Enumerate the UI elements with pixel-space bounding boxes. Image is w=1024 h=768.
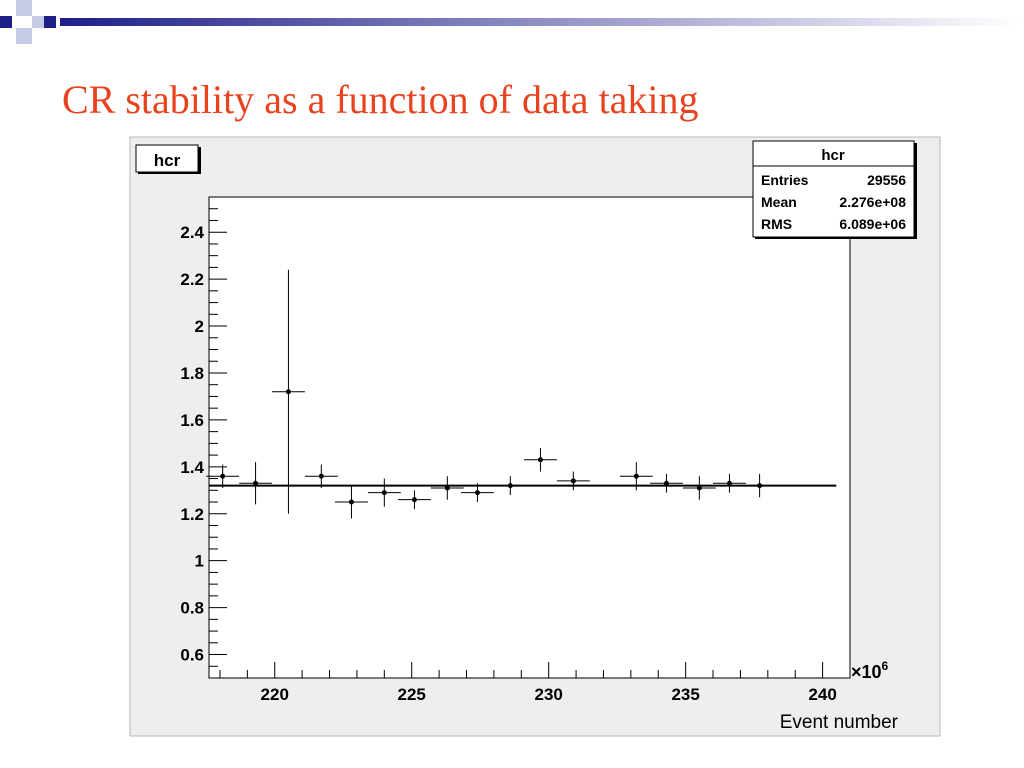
data-marker: [633, 473, 639, 479]
stats-box-shadow: [914, 143, 917, 239]
data-marker: [570, 478, 576, 484]
x-tick-label: 225: [398, 685, 426, 704]
data-marker: [381, 490, 387, 496]
data-marker: [537, 457, 543, 463]
x-tick-label: 235: [671, 685, 699, 704]
chart-title: hcr: [154, 151, 181, 170]
x-tick-label: 220: [261, 685, 289, 704]
data-point: [272, 269, 305, 514]
data-marker: [444, 485, 450, 491]
data-point: [239, 462, 273, 505]
stats-label-rms: RMS: [761, 216, 792, 232]
data-point: [682, 476, 716, 500]
stats-label-mean: Mean: [761, 194, 797, 210]
data-marker: [507, 483, 513, 489]
slide-title: CR stability as a function of data takin…: [62, 77, 699, 122]
y-tick-label: 1.8: [180, 364, 204, 383]
data-point: [556, 471, 590, 491]
data-marker: [696, 485, 702, 491]
x-axis-label: Event number: [780, 712, 899, 733]
deco-square-light: [16, 28, 32, 44]
x-tick-label: 230: [534, 685, 562, 704]
x-multiplier-exponent: 6: [882, 659, 889, 673]
data-point: [743, 473, 777, 498]
deco-square-light: [32, 16, 44, 28]
data-point: [619, 462, 653, 491]
data-point: [650, 473, 683, 493]
data-marker: [253, 480, 259, 486]
y-tick-label: 1.6: [180, 411, 204, 430]
data-point: [398, 490, 431, 510]
x-tick-label: 240: [808, 685, 836, 704]
stats-value-rms: 6.089e+06: [839, 216, 906, 232]
stats-title: hcr: [821, 147, 845, 164]
data-point: [461, 483, 494, 503]
data-markers: [206, 269, 777, 519]
stats-value-mean: 2.276e+08: [839, 194, 906, 210]
data-marker: [474, 490, 480, 496]
deco-square-dark: [44, 16, 56, 28]
data-point: [713, 473, 746, 493]
y-axis: 0.6 0.8 1 1.2 1.4 1.6 1.8 2 2.2 2.4: [180, 196, 227, 679]
y-tick-label: 2.4: [180, 223, 204, 242]
y-tick-label: 2: [195, 317, 204, 336]
data-marker: [726, 480, 732, 486]
histogram-title-box: hcr: [135, 144, 201, 174]
stats-label-entries: Entries: [761, 172, 809, 188]
data-marker: [285, 389, 291, 395]
plot-frame: [208, 196, 851, 679]
x-multiplier-base: ×10: [851, 662, 882, 682]
data-marker: [411, 497, 417, 503]
y-tick-label: 1.4: [180, 458, 204, 477]
data-point: [493, 476, 527, 495]
data-marker: [220, 473, 226, 479]
stats-box-shadow: [755, 237, 917, 239]
y-tick-label: 2.2: [180, 270, 204, 289]
slide-decoration: [0, 0, 1020, 44]
x-axis: 220 225 230 235 240: [219, 662, 851, 704]
data-point: [206, 464, 240, 488]
y-tick-label: 0.6: [180, 646, 204, 665]
y-tick-label: 1: [195, 552, 204, 571]
stats-value-entries: 29556: [867, 172, 906, 188]
y-tick-label: 0.8: [180, 599, 204, 618]
deco-square-dark: [0, 16, 12, 28]
data-marker: [318, 473, 324, 479]
title-box-shadow: [198, 147, 201, 174]
data-point: [524, 448, 557, 472]
data-marker: [663, 480, 669, 486]
x-multiplier-label: ×106: [851, 659, 889, 682]
data-point: [335, 485, 368, 519]
y-tick-label: 1.2: [180, 505, 204, 524]
data-point: [304, 464, 338, 488]
stats-box: hcr Entries 29556 Mean 2.276e+08 RMS 6.0…: [752, 140, 917, 239]
data-marker: [348, 499, 354, 505]
deco-square-light: [16, 0, 32, 16]
title-box-shadow: [138, 172, 201, 174]
data-marker: [757, 483, 763, 489]
deco-gradient-bar: [60, 18, 1020, 26]
data-point: [430, 476, 464, 500]
data-point: [367, 478, 401, 507]
